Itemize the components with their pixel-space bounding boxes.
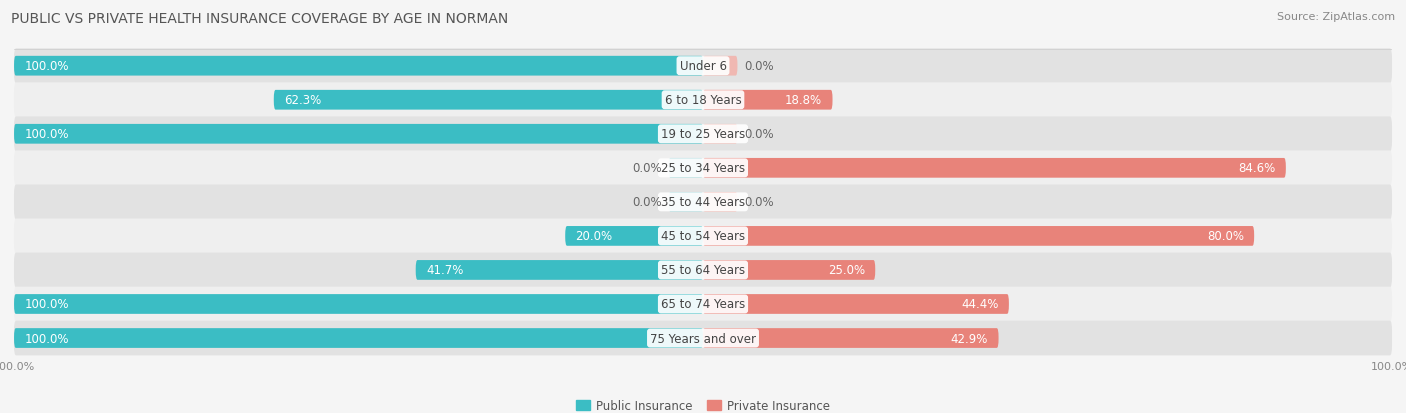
FancyBboxPatch shape bbox=[14, 125, 703, 144]
FancyBboxPatch shape bbox=[14, 83, 1392, 118]
FancyBboxPatch shape bbox=[703, 57, 738, 76]
FancyBboxPatch shape bbox=[14, 57, 703, 76]
Text: 45 to 54 Years: 45 to 54 Years bbox=[661, 230, 745, 243]
FancyBboxPatch shape bbox=[703, 261, 875, 280]
Text: 55 to 64 Years: 55 to 64 Years bbox=[661, 264, 745, 277]
Text: 18.8%: 18.8% bbox=[785, 94, 823, 107]
FancyBboxPatch shape bbox=[14, 219, 1392, 254]
FancyBboxPatch shape bbox=[703, 159, 1286, 178]
FancyBboxPatch shape bbox=[14, 328, 703, 348]
Legend: Public Insurance, Private Insurance: Public Insurance, Private Insurance bbox=[571, 394, 835, 413]
Text: 65 to 74 Years: 65 to 74 Years bbox=[661, 298, 745, 311]
FancyBboxPatch shape bbox=[14, 294, 703, 314]
Text: 0.0%: 0.0% bbox=[744, 196, 773, 209]
FancyBboxPatch shape bbox=[14, 253, 1392, 287]
Text: 25 to 34 Years: 25 to 34 Years bbox=[661, 162, 745, 175]
FancyBboxPatch shape bbox=[14, 185, 1392, 220]
FancyBboxPatch shape bbox=[703, 226, 1254, 246]
Text: 35 to 44 Years: 35 to 44 Years bbox=[661, 196, 745, 209]
FancyBboxPatch shape bbox=[669, 192, 703, 212]
Text: 0.0%: 0.0% bbox=[633, 196, 662, 209]
FancyBboxPatch shape bbox=[14, 117, 1392, 152]
Text: 100.0%: 100.0% bbox=[24, 128, 69, 141]
FancyBboxPatch shape bbox=[274, 90, 703, 110]
Text: 80.0%: 80.0% bbox=[1206, 230, 1244, 243]
Text: 0.0%: 0.0% bbox=[744, 60, 773, 73]
FancyBboxPatch shape bbox=[565, 226, 703, 246]
Text: 62.3%: 62.3% bbox=[284, 94, 322, 107]
Text: 25.0%: 25.0% bbox=[828, 264, 865, 277]
FancyBboxPatch shape bbox=[703, 125, 738, 144]
Text: Under 6: Under 6 bbox=[679, 60, 727, 73]
FancyBboxPatch shape bbox=[703, 294, 1010, 314]
FancyBboxPatch shape bbox=[703, 90, 832, 110]
Text: 20.0%: 20.0% bbox=[575, 230, 613, 243]
Text: 0.0%: 0.0% bbox=[633, 162, 662, 175]
Text: 41.7%: 41.7% bbox=[426, 264, 464, 277]
FancyBboxPatch shape bbox=[14, 287, 1392, 322]
FancyBboxPatch shape bbox=[14, 49, 1392, 84]
Text: 19 to 25 Years: 19 to 25 Years bbox=[661, 128, 745, 141]
FancyBboxPatch shape bbox=[14, 321, 1392, 356]
FancyBboxPatch shape bbox=[669, 159, 703, 178]
Text: 100.0%: 100.0% bbox=[24, 60, 69, 73]
Text: 44.4%: 44.4% bbox=[962, 298, 998, 311]
Text: PUBLIC VS PRIVATE HEALTH INSURANCE COVERAGE BY AGE IN NORMAN: PUBLIC VS PRIVATE HEALTH INSURANCE COVER… bbox=[11, 12, 509, 26]
Text: 100.0%: 100.0% bbox=[24, 298, 69, 311]
Text: 0.0%: 0.0% bbox=[744, 128, 773, 141]
Text: Source: ZipAtlas.com: Source: ZipAtlas.com bbox=[1277, 12, 1395, 22]
Text: 84.6%: 84.6% bbox=[1239, 162, 1275, 175]
Text: 42.9%: 42.9% bbox=[950, 332, 988, 345]
FancyBboxPatch shape bbox=[703, 192, 738, 212]
Text: 100.0%: 100.0% bbox=[24, 332, 69, 345]
Text: 6 to 18 Years: 6 to 18 Years bbox=[665, 94, 741, 107]
Text: 75 Years and over: 75 Years and over bbox=[650, 332, 756, 345]
FancyBboxPatch shape bbox=[14, 151, 1392, 186]
FancyBboxPatch shape bbox=[703, 328, 998, 348]
FancyBboxPatch shape bbox=[416, 261, 703, 280]
